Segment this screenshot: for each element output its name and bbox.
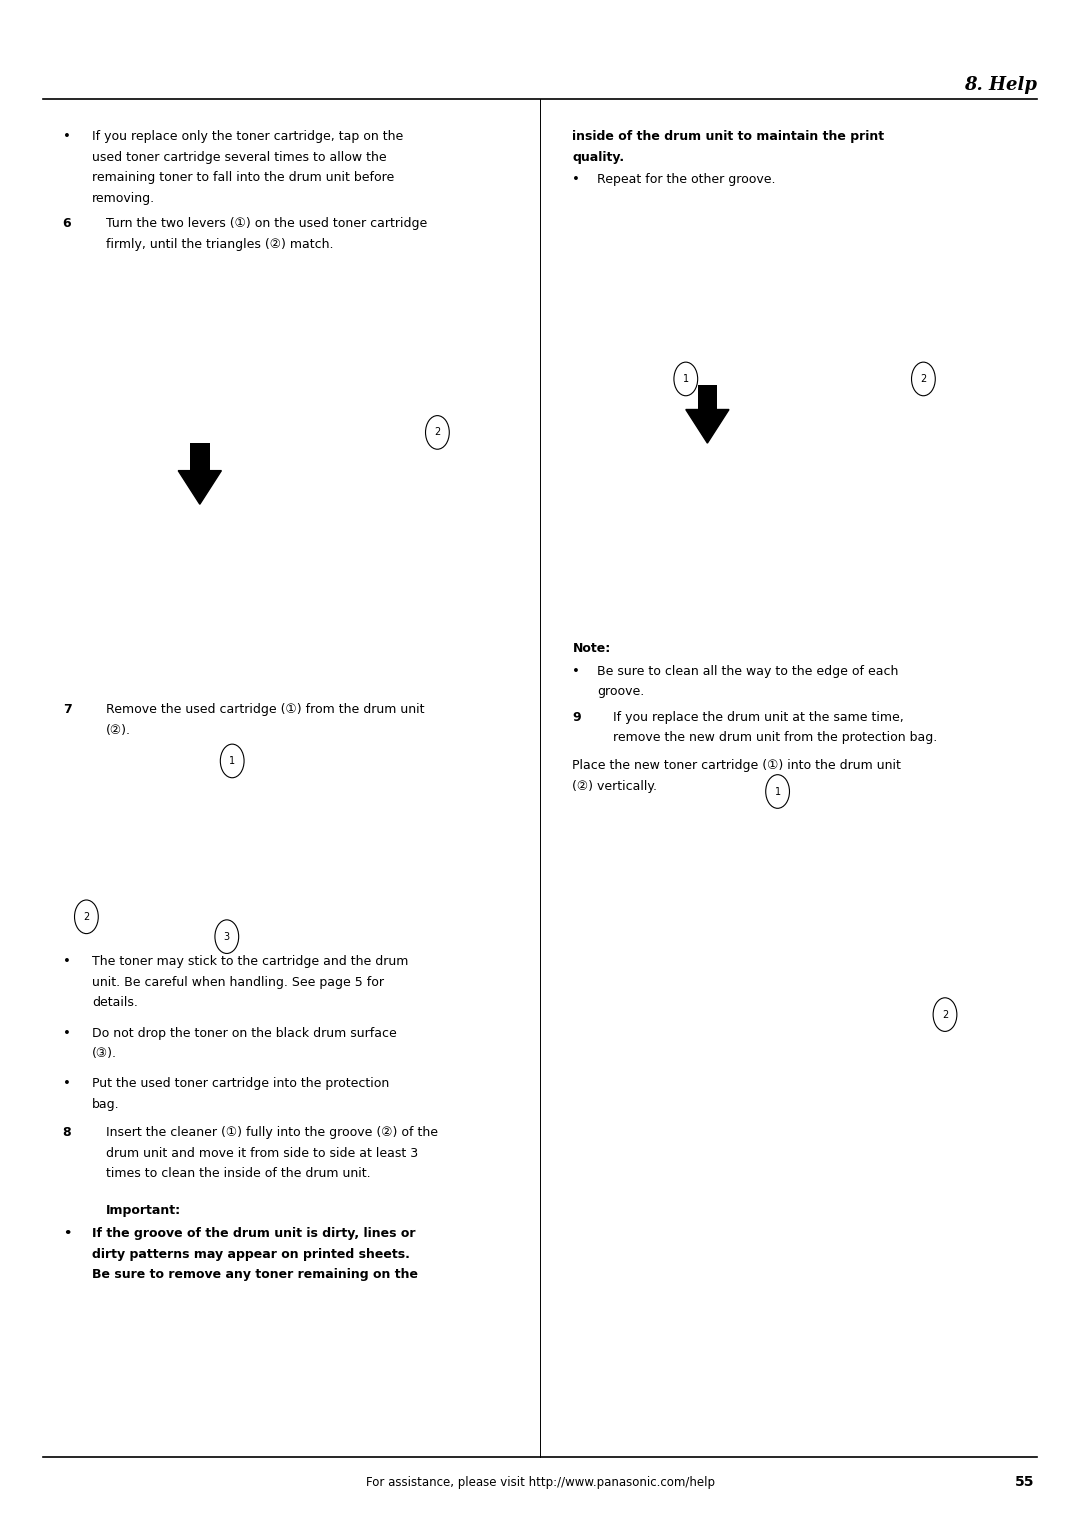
Text: •: • — [572, 173, 580, 186]
Text: groove.: groove. — [597, 685, 645, 698]
Text: 3: 3 — [224, 932, 230, 941]
Text: dirty patterns may appear on printed sheets.: dirty patterns may appear on printed she… — [92, 1247, 409, 1261]
Text: Important:: Important: — [106, 1204, 181, 1218]
Text: If the groove of the drum unit is dirty, lines or: If the groove of the drum unit is dirty,… — [92, 1227, 416, 1241]
Text: 8. Help: 8. Help — [963, 76, 1037, 95]
Text: drum unit and move it from side to side at least 3: drum unit and move it from side to side … — [106, 1146, 418, 1160]
Bar — [698, 385, 717, 410]
Text: quality.: quality. — [572, 150, 624, 163]
Text: Repeat for the other groove.: Repeat for the other groove. — [597, 173, 775, 186]
Text: The toner may stick to the cartridge and the drum: The toner may stick to the cartridge and… — [92, 955, 408, 969]
Text: 2: 2 — [83, 912, 90, 921]
Text: times to clean the inside of the drum unit.: times to clean the inside of the drum un… — [106, 1167, 370, 1181]
Text: 1: 1 — [229, 756, 235, 766]
Text: 8: 8 — [63, 1126, 71, 1140]
Text: •: • — [63, 1227, 71, 1241]
Text: details.: details. — [92, 996, 137, 1010]
Text: 55: 55 — [1015, 1475, 1035, 1490]
Text: 2: 2 — [434, 428, 441, 437]
Bar — [567, 222, 1037, 385]
Bar — [65, 520, 513, 680]
Text: Remove the used cartridge (①) from the drum unit: Remove the used cartridge (①) from the d… — [106, 703, 424, 717]
Text: 9: 9 — [572, 711, 581, 724]
Text: 1: 1 — [774, 787, 781, 796]
Text: Turn the two levers (①) on the used toner cartridge: Turn the two levers (①) on the used tone… — [106, 217, 427, 231]
Bar — [65, 764, 513, 940]
Text: (③).: (③). — [92, 1048, 117, 1060]
Text: 1: 1 — [683, 374, 689, 384]
Text: Place the new toner cartridge (①) into the drum unit: Place the new toner cartridge (①) into t… — [572, 759, 902, 773]
Text: Insert the cleaner (①) fully into the groove (②) of the: Insert the cleaner (①) fully into the gr… — [106, 1126, 437, 1140]
Text: unit. Be careful when handling. See page 5 for: unit. Be careful when handling. See page… — [92, 976, 383, 989]
Polygon shape — [178, 471, 221, 504]
Text: If you replace only the toner cartridge, tap on the: If you replace only the toner cartridge,… — [92, 130, 403, 144]
Bar — [65, 275, 513, 443]
Text: bag.: bag. — [92, 1097, 120, 1111]
Text: •: • — [63, 955, 70, 969]
Text: 2: 2 — [942, 1010, 948, 1019]
Polygon shape — [686, 410, 729, 443]
Text: •: • — [63, 1027, 70, 1041]
Bar — [567, 458, 1037, 622]
Text: 2: 2 — [920, 374, 927, 384]
Text: used toner cartridge several times to allow the: used toner cartridge several times to al… — [92, 150, 387, 163]
Text: •: • — [63, 1077, 70, 1091]
Bar — [190, 443, 210, 471]
Text: •: • — [572, 665, 580, 678]
Text: Be sure to remove any toner remaining on the: Be sure to remove any toner remaining on… — [92, 1268, 418, 1282]
Text: firmly, until the triangles (②) match.: firmly, until the triangles (②) match. — [106, 237, 334, 251]
Text: remaining toner to fall into the drum unit before: remaining toner to fall into the drum un… — [92, 171, 394, 185]
Text: Do not drop the toner on the black drum surface: Do not drop the toner on the black drum … — [92, 1027, 396, 1041]
Text: remove the new drum unit from the protection bag.: remove the new drum unit from the protec… — [613, 730, 937, 744]
Text: If you replace the drum unit at the same time,: If you replace the drum unit at the same… — [613, 711, 904, 724]
Text: 6: 6 — [63, 217, 71, 231]
Text: (②) vertically.: (②) vertically. — [572, 779, 658, 793]
Text: •: • — [63, 130, 70, 144]
Text: 7: 7 — [63, 703, 71, 717]
Text: Put the used toner cartridge into the protection: Put the used toner cartridge into the pr… — [92, 1077, 389, 1091]
Text: inside of the drum unit to maintain the print: inside of the drum unit to maintain the … — [572, 130, 885, 144]
Text: For assistance, please visit http://www.panasonic.com/help: For assistance, please visit http://www.… — [365, 1476, 715, 1488]
Text: (②).: (②). — [106, 723, 131, 736]
Text: Be sure to clean all the way to the edge of each: Be sure to clean all the way to the edge… — [597, 665, 899, 678]
Text: removing.: removing. — [92, 191, 154, 205]
Bar — [567, 795, 1037, 1019]
Text: Note:: Note: — [572, 642, 610, 656]
